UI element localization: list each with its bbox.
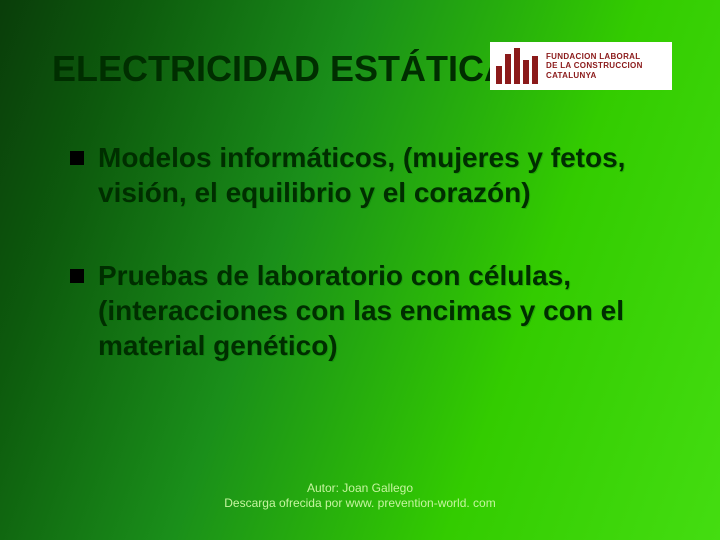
logo-line2: DE LA CONSTRUCCION bbox=[546, 61, 643, 71]
bullet-marker-icon bbox=[70, 269, 84, 283]
bullet-item: Pruebas de laboratorio con células, (int… bbox=[70, 258, 660, 363]
bullet-text: Modelos informáticos, (mujeres y fetos, … bbox=[98, 140, 660, 210]
content-area: Modelos informáticos, (mujeres y fetos, … bbox=[70, 140, 660, 411]
logo: FUNDACION LABORAL DE LA CONSTRUCCION CAT… bbox=[490, 42, 672, 90]
logo-line1: FUNDACION LABORAL bbox=[546, 52, 643, 62]
logo-bar bbox=[514, 48, 520, 84]
logo-bar bbox=[532, 56, 538, 84]
slide: ELECTRICIDAD ESTÁTICA FUNDACION LABORAL … bbox=[0, 0, 720, 540]
footer-source: Descarga ofrecida por www. prevention-wo… bbox=[0, 496, 720, 512]
logo-text: FUNDACION LABORAL DE LA CONSTRUCCION CAT… bbox=[546, 52, 643, 81]
footer: Autor: Joan Gallego Descarga ofrecida po… bbox=[0, 481, 720, 512]
footer-author: Autor: Joan Gallego bbox=[0, 481, 720, 497]
logo-line3: CATALUNYA bbox=[546, 71, 643, 81]
bullet-item: Modelos informáticos, (mujeres y fetos, … bbox=[70, 140, 660, 210]
bullet-marker-icon bbox=[70, 151, 84, 165]
bullet-text: Pruebas de laboratorio con células, (int… bbox=[98, 258, 660, 363]
logo-bar bbox=[496, 66, 502, 84]
logo-bar bbox=[505, 54, 511, 84]
logo-bar bbox=[523, 60, 529, 84]
logo-bars-icon bbox=[496, 48, 538, 84]
slide-title: ELECTRICIDAD ESTÁTICA bbox=[52, 48, 510, 90]
